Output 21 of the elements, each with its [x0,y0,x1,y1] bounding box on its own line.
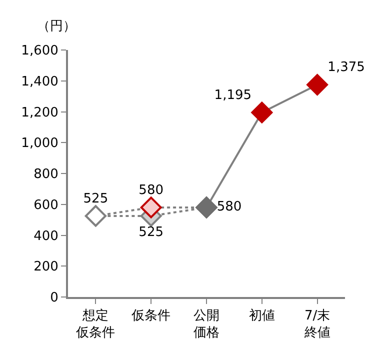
y-tick-label: 1,600 [21,44,58,59]
y-tick-label: 400 [34,228,58,244]
y-tick-label: 800 [34,167,58,182]
data-label: 580 [216,200,242,215]
data-label: 525 [138,225,164,240]
x-tick-label: 公開価格 [194,308,220,340]
x-tick-label: 7/末終値 [303,308,330,340]
data-label: 1,195 [214,88,252,103]
x-tick-label: 初値 [248,308,275,324]
y-axis-title: （円） [37,19,76,34]
x-tick-label: 想定仮条件 [75,308,116,340]
data-label: 580 [138,182,164,198]
y-tick-label: 1,000 [21,136,58,152]
x-tick-label: 仮条件 [130,308,171,324]
y-tick-label: 600 [34,198,58,213]
y-tick-label: 0 [50,290,58,306]
y-tick-label: 1,200 [21,105,58,120]
data-label: 525 [83,191,108,206]
data-label: 1,375 [328,60,365,76]
y-tick-label: 1,400 [21,74,58,90]
y-tick-label: 200 [34,260,58,275]
